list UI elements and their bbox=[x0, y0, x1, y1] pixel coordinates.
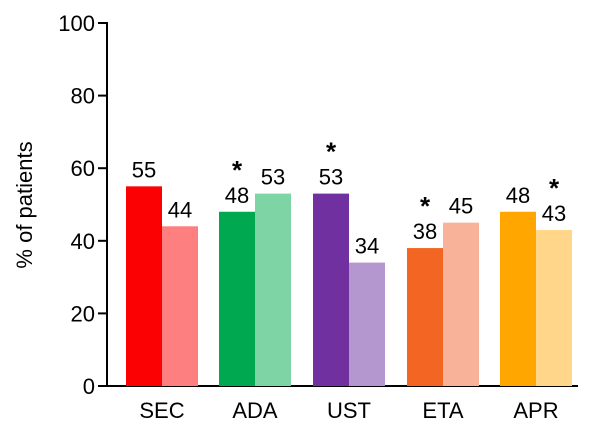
bar bbox=[126, 186, 162, 386]
bars bbox=[126, 186, 572, 386]
bar-value-label: 44 bbox=[168, 197, 192, 222]
y-axis-title: % of patients bbox=[12, 141, 37, 268]
bar-value-label: 45 bbox=[449, 194, 473, 219]
bar-value-label: 53 bbox=[319, 165, 343, 190]
bar bbox=[500, 211, 536, 386]
bar-value-label: 53 bbox=[261, 165, 285, 190]
bar bbox=[162, 226, 198, 386]
y-tick-label: 40 bbox=[71, 229, 95, 254]
x-category-label: UST bbox=[327, 398, 371, 423]
bar bbox=[313, 193, 349, 386]
significance-star: * bbox=[420, 191, 431, 221]
x-category-label: ADA bbox=[232, 398, 278, 423]
x-category-label: APR bbox=[513, 398, 558, 423]
x-category-label: ETA bbox=[422, 398, 463, 423]
y-tick-label: 80 bbox=[71, 84, 95, 109]
bar bbox=[443, 222, 479, 386]
significance-star: * bbox=[232, 155, 243, 185]
y-tick-label: 20 bbox=[71, 301, 95, 326]
bar bbox=[407, 248, 443, 386]
bar bbox=[349, 262, 385, 386]
bar bbox=[536, 229, 572, 386]
x-category-label: SEC bbox=[139, 398, 184, 423]
y-tick-label: 0 bbox=[83, 374, 95, 399]
bar-value-label: 48 bbox=[225, 183, 249, 208]
bar-value-label: 38 bbox=[413, 219, 437, 244]
y-tick-label: 60 bbox=[71, 156, 95, 181]
y-tick-label: 100 bbox=[58, 11, 95, 36]
bar-value-label: 48 bbox=[506, 183, 530, 208]
significance-star: * bbox=[326, 137, 337, 167]
bar-value-label: 43 bbox=[542, 201, 566, 226]
significance-star: * bbox=[549, 173, 560, 203]
bar-value-label: 34 bbox=[355, 234, 379, 259]
bar bbox=[255, 193, 291, 386]
bar bbox=[219, 211, 255, 386]
bar-value-label: 55 bbox=[132, 157, 156, 182]
